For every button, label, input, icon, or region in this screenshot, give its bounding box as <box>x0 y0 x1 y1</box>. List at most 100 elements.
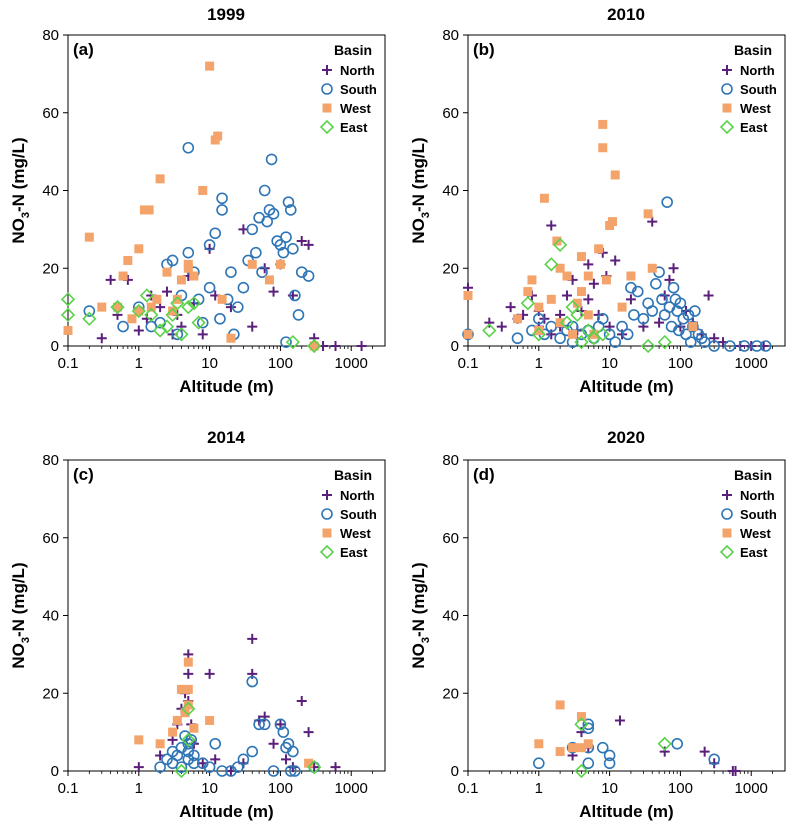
data-point-west <box>617 302 627 312</box>
data-point-north <box>588 278 599 289</box>
y-tick-label: 40 <box>42 608 59 625</box>
data-point-north <box>654 317 665 328</box>
data-point-south <box>274 239 287 251</box>
data-point-west <box>309 341 319 351</box>
legend-title: Basin <box>734 467 772 483</box>
data-point-west <box>576 743 586 753</box>
data-point-south <box>253 718 265 731</box>
data-point-east <box>165 307 180 323</box>
data-point-south <box>582 718 595 731</box>
series-east <box>174 701 322 779</box>
data-point-east <box>139 288 155 303</box>
data-point-south <box>582 757 595 770</box>
y-tick-label: 40 <box>442 608 459 625</box>
data-point-west <box>275 259 285 269</box>
data-point-south <box>533 757 545 770</box>
data-point-west <box>134 735 144 745</box>
x-tick-label: 10 <box>601 780 618 797</box>
data-point-west <box>643 209 653 219</box>
data-point-west <box>576 712 586 722</box>
data-point-south <box>646 305 659 317</box>
data-point-east <box>170 296 185 311</box>
data-point-west <box>688 322 698 332</box>
legend-label-north: North <box>740 488 775 503</box>
x-tick-label: 0.1 <box>458 780 479 797</box>
data-point-east <box>307 338 322 354</box>
data-point-west <box>523 287 533 297</box>
data-point-west <box>512 314 522 324</box>
legend-marker-west <box>722 528 732 538</box>
data-point-north <box>96 333 107 344</box>
data-point-east <box>520 296 535 311</box>
data-point-south <box>631 285 644 298</box>
x-tick-label: 1 <box>535 355 543 372</box>
data-point-south <box>175 761 188 773</box>
legend: Basin North South West East <box>719 467 777 560</box>
x-tick-label: 10 <box>601 355 618 372</box>
legend-marker-west <box>322 528 332 538</box>
data-point-east <box>174 327 189 342</box>
data-point-south <box>687 320 699 333</box>
data-point-west <box>168 306 178 316</box>
data-point-west <box>598 143 608 153</box>
data-point-north <box>664 274 675 285</box>
data-point-north <box>247 321 258 332</box>
x-tick-label: 100 <box>268 780 293 797</box>
data-point-north <box>281 754 292 765</box>
data-point-south <box>751 340 763 352</box>
data-point-south <box>511 332 524 345</box>
data-point-north <box>105 274 116 285</box>
data-point-east <box>159 319 175 334</box>
x-tick-label: 1000 <box>335 355 368 372</box>
data-point-south <box>684 336 697 348</box>
data-point-south <box>708 753 720 766</box>
legend-marker-north <box>322 490 332 500</box>
series-west <box>134 657 314 768</box>
legend-label-north: North <box>340 63 375 78</box>
chart-title: 2020 <box>607 428 645 447</box>
legend-marker-south <box>721 508 733 520</box>
legend-label-east: East <box>340 545 368 560</box>
data-point-east <box>181 732 196 748</box>
data-point-west <box>127 314 137 324</box>
legend-marker-south <box>321 83 333 95</box>
y-tick-label: 20 <box>442 685 459 702</box>
data-point-south <box>216 765 228 777</box>
data-point-south <box>203 239 216 251</box>
legend-label-south: South <box>740 507 777 522</box>
data-point-south <box>603 757 616 770</box>
x-axis-label: Altitude (m) <box>579 802 673 821</box>
data-point-north <box>268 286 279 297</box>
data-point-north <box>496 321 507 332</box>
data-point-east <box>574 334 589 350</box>
y-axis-label: NO3-N (mg/L) <box>409 137 432 243</box>
chart-title: 2010 <box>607 5 645 24</box>
data-point-west <box>97 302 107 312</box>
data-point-east <box>152 323 168 338</box>
data-point-east <box>285 334 301 350</box>
data-point-west <box>189 271 199 281</box>
data-point-north <box>161 286 172 297</box>
y-tick-label: 0 <box>51 763 59 780</box>
data-point-north <box>303 239 314 250</box>
data-point-west <box>589 329 599 339</box>
data-point-south <box>154 316 166 329</box>
data-point-south <box>256 266 268 278</box>
y-tick-label: 20 <box>442 260 459 277</box>
data-point-south <box>708 340 720 352</box>
legend-label-west: West <box>340 526 371 541</box>
legend-label-east: East <box>340 120 368 135</box>
data-point-south <box>282 196 295 208</box>
legend-label-south: South <box>740 82 777 97</box>
legend-marker-east <box>719 119 735 135</box>
data-point-south <box>738 340 751 352</box>
legend-marker-north <box>322 65 332 75</box>
data-point-south <box>171 328 184 341</box>
data-point-south <box>292 309 305 321</box>
data-point-north <box>699 746 710 757</box>
y-tick-label: 60 <box>442 105 459 122</box>
data-point-west <box>123 255 133 265</box>
data-point-west <box>583 739 593 749</box>
data-point-south <box>209 737 222 750</box>
legend-label-east: East <box>740 120 768 135</box>
